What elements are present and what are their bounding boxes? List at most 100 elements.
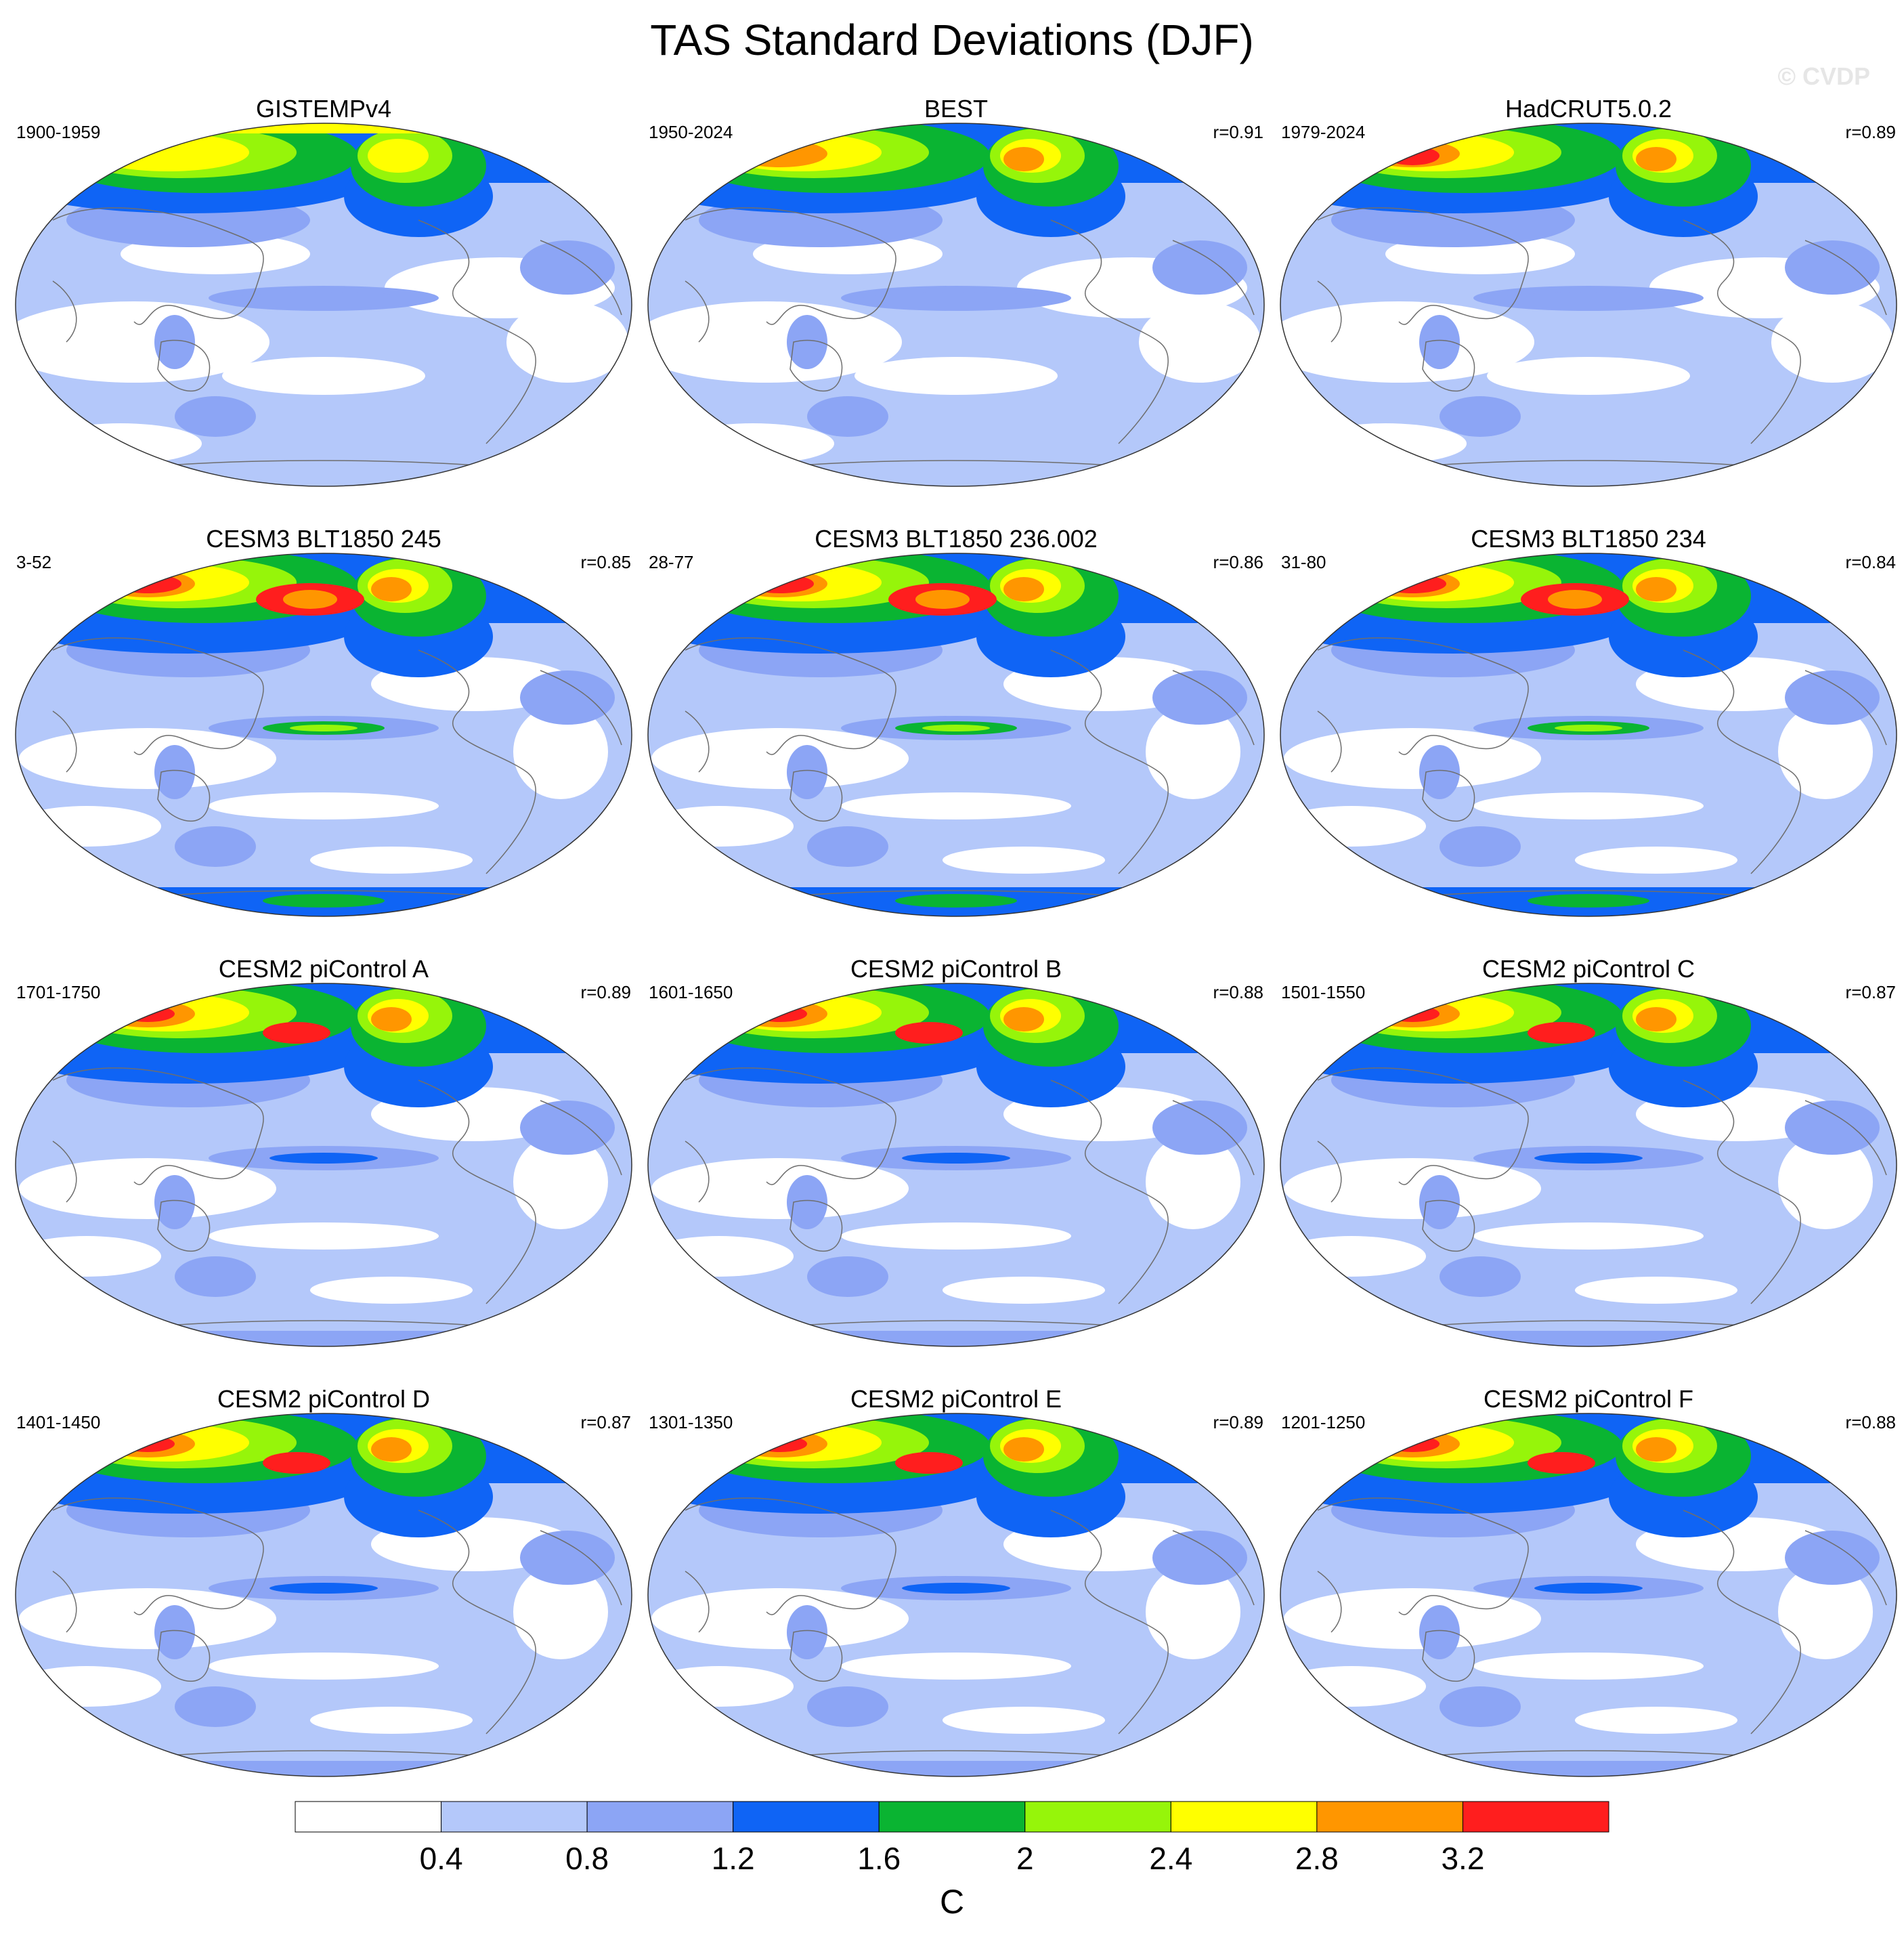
southern-ocean-band [648, 1761, 1264, 1776]
map-panel: CESM2 piControl C 1501-1550 r=0.87 [1277, 955, 1900, 1351]
coastline [1172, 670, 1255, 746]
moderate-variance-region [787, 1605, 827, 1659]
pattern-correlation: r=0.88 [1845, 1412, 1896, 1432]
northern-land-region [1528, 1022, 1595, 1044]
northern-land-region [1146, 1415, 1227, 1456]
colorbar-tick-label: 3.2 [1441, 1841, 1484, 1876]
moderate-variance-region [520, 670, 615, 725]
robinson-map [1280, 983, 1897, 1347]
shaded-field [16, 983, 632, 1346]
colorbar-unit: C [940, 1883, 964, 1921]
southern-ocean-band [648, 1331, 1264, 1346]
colorbar-swatch [295, 1801, 442, 1833]
low-variance-region [1146, 704, 1240, 799]
panel-period: 1201-1250 [1281, 1412, 1366, 1432]
coastline [685, 710, 710, 773]
coastline [789, 339, 843, 392]
map-border [15, 123, 632, 487]
coastline [52, 1571, 77, 1633]
coastline [540, 670, 622, 746]
low-variance-region [16, 1666, 161, 1707]
coastline [1172, 1530, 1255, 1606]
panel-period: 28-77 [649, 552, 694, 572]
coastline [1050, 649, 1169, 874]
moderate-variance-region [154, 1175, 195, 1229]
moderate-variance-region [175, 396, 256, 437]
cvdp-watermark: © CVDP [1777, 62, 1870, 90]
map-panel: CESM3 BLT1850 234 31-80 r=0.84 [1277, 525, 1900, 921]
southern-ocean-band [1280, 1761, 1897, 1776]
low-variance-region [209, 1653, 439, 1680]
map-border [1280, 1413, 1897, 1777]
robinson-map [15, 553, 632, 917]
low-variance-region [19, 1158, 276, 1219]
colorbar-swatch [733, 1801, 880, 1833]
panel-period: 1601-1650 [649, 982, 733, 1002]
coastline [52, 207, 264, 325]
shaded-field [16, 123, 632, 486]
robinson-map [15, 1413, 632, 1777]
pattern-correlation: r=0.86 [1213, 552, 1263, 572]
colorbar-tick-label: 1.6 [857, 1841, 901, 1876]
canada-maximum [1636, 577, 1676, 601]
canada-maximum [1003, 1437, 1044, 1462]
northern-land-region [1778, 125, 1859, 166]
coastlines [52, 637, 622, 901]
low-variance-region [310, 1707, 473, 1734]
moderate-variance-region [807, 396, 888, 437]
coastline [1317, 1571, 1342, 1633]
low-variance-region [1280, 1666, 1426, 1707]
equatorial-pacific-core [269, 1153, 378, 1164]
equatorial-pacific-core [290, 725, 358, 731]
northern-land-region [1778, 1415, 1859, 1456]
southern-ocean-band [895, 894, 1017, 908]
panel-period: 1301-1350 [649, 1412, 733, 1432]
moderate-variance-region [175, 1686, 256, 1727]
equatorial-pacific-core [1534, 1153, 1643, 1164]
colorbar-swatch [1316, 1801, 1463, 1833]
coastline [685, 1067, 896, 1185]
coastline [157, 339, 211, 392]
low-variance-region [854, 357, 1058, 395]
moderate-variance-region [1152, 1531, 1247, 1585]
map-border [1280, 123, 1897, 487]
low-variance-region [1778, 1134, 1873, 1229]
coastline [789, 769, 843, 822]
moderate-variance-region [1419, 1175, 1460, 1229]
moderate-variance-region [520, 240, 615, 295]
moderate-variance-region [1152, 1101, 1247, 1155]
low-variance-region [1575, 847, 1737, 874]
coastline [1050, 1510, 1169, 1734]
map-panel: CESM2 piControl D 1401-1450 r=0.87 [12, 1385, 635, 1781]
pattern-correlation: r=0.87 [580, 1412, 631, 1432]
moderate-variance-region [1440, 826, 1521, 867]
southern-ocean-band [16, 1331, 632, 1346]
panel-title: CESM2 piControl C [1481, 955, 1695, 983]
low-variance-region [1304, 423, 1467, 464]
panel-title: CESM3 BLT1850 245 [206, 525, 441, 553]
coastline [1804, 670, 1887, 746]
moderate-variance-region [1419, 1605, 1460, 1659]
pattern-correlation: r=0.89 [1845, 122, 1896, 142]
northern-land-region [513, 125, 594, 166]
low-variance-region [1473, 1653, 1704, 1680]
equatorial-pacific-core [1555, 725, 1622, 731]
coastline [789, 1199, 843, 1252]
colorbar-swatch [878, 1801, 1026, 1833]
panel-period: 1979-2024 [1281, 122, 1366, 142]
low-variance-region [651, 1158, 909, 1219]
canada-maximum [371, 577, 412, 601]
moderate-variance-region [1440, 1256, 1521, 1297]
panel-title: CESM3 BLT1850 234 [1471, 525, 1706, 553]
northern-land-region [915, 590, 970, 609]
coastline [418, 1510, 536, 1734]
coastline [1683, 1510, 1801, 1734]
pattern-correlation: r=0.89 [580, 982, 631, 1002]
map-border [1280, 983, 1897, 1347]
moderate-variance-region [1440, 396, 1521, 437]
coastline [1050, 219, 1169, 444]
panel-period: 1501-1550 [1281, 982, 1366, 1002]
equatorial-pacific-core [269, 1583, 378, 1594]
canada-maximum [1003, 577, 1044, 601]
shaded-field [648, 123, 1264, 486]
